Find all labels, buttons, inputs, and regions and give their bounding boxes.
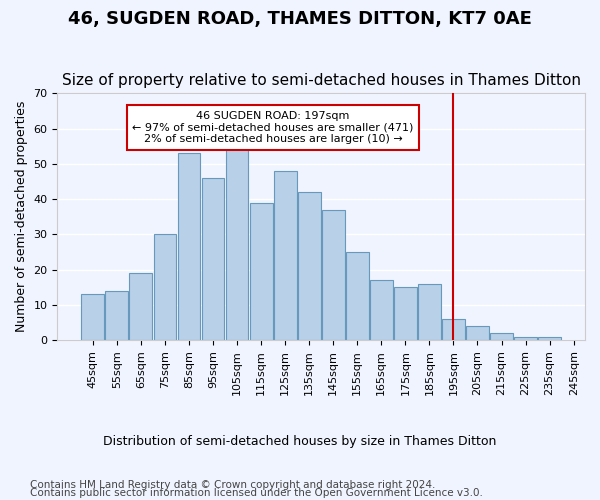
Bar: [274, 171, 296, 340]
Bar: [538, 337, 561, 340]
Y-axis label: Number of semi-detached properties: Number of semi-detached properties: [15, 101, 28, 332]
Text: Distribution of semi-detached houses by size in Thames Ditton: Distribution of semi-detached houses by …: [103, 435, 497, 448]
Bar: [466, 326, 489, 340]
Text: Contains public sector information licensed under the Open Government Licence v3: Contains public sector information licen…: [30, 488, 483, 498]
Text: 46, SUGDEN ROAD, THAMES DITTON, KT7 0AE: 46, SUGDEN ROAD, THAMES DITTON, KT7 0AE: [68, 10, 532, 28]
Bar: [130, 273, 152, 340]
Bar: [298, 192, 320, 340]
Bar: [154, 234, 176, 341]
Text: 46 SUGDEN ROAD: 197sqm
← 97% of semi-detached houses are smaller (471)
2% of sem: 46 SUGDEN ROAD: 197sqm ← 97% of semi-det…: [133, 111, 414, 144]
Bar: [322, 210, 344, 340]
Bar: [250, 202, 272, 340]
Bar: [394, 288, 417, 341]
Bar: [490, 333, 513, 340]
Bar: [82, 294, 104, 341]
Bar: [370, 280, 393, 340]
Bar: [442, 319, 465, 340]
Text: Contains HM Land Registry data © Crown copyright and database right 2024.: Contains HM Land Registry data © Crown c…: [30, 480, 436, 490]
Title: Size of property relative to semi-detached houses in Thames Ditton: Size of property relative to semi-detach…: [62, 73, 581, 88]
Bar: [346, 252, 368, 340]
Bar: [178, 154, 200, 340]
Bar: [106, 291, 128, 341]
Bar: [514, 337, 537, 340]
Bar: [202, 178, 224, 340]
Bar: [418, 284, 441, 341]
Bar: [226, 139, 248, 340]
